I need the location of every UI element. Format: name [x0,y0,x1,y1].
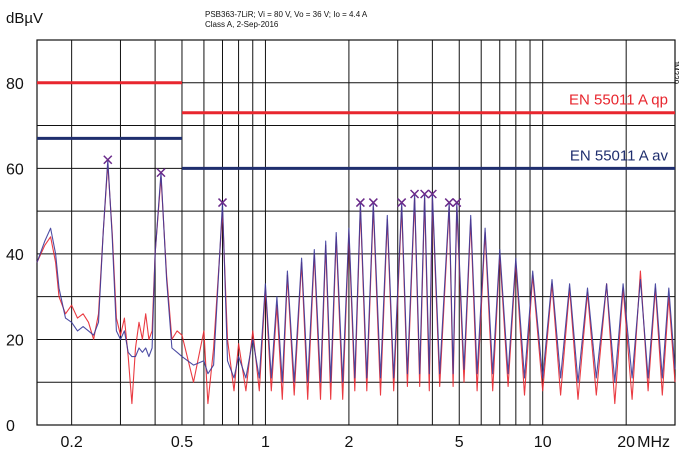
limit-line-label-2: EN 55011 A av [570,147,669,164]
peak-marker [355,198,365,208]
x-tick-label: 10 [534,434,552,451]
y-tick-label: 0 [6,418,15,435]
tick-labels: 0.2 0.5 1 2 5 10 20 0 20 40 60 80 [6,76,635,451]
peak-marker [217,198,228,208]
x-tick-label: 0.2 [61,434,83,451]
peak-marker [452,198,462,208]
y-tick-label: 60 [6,161,24,178]
y-tick-label: 40 [6,247,24,264]
chart-title-line-1: PSB363-7LiR; Vi = 80 V, Vo = 36 V; Io = … [205,10,368,19]
peak-marker [427,189,437,199]
peak-markers [103,155,462,208]
x-tick-label: 2 [344,434,353,451]
y-tick-label: 80 [6,76,24,93]
x-tick-label: 0.5 [171,434,193,451]
x-tick-label: 5 [455,434,464,451]
peak-marker [103,155,113,165]
y-tick-label: 20 [6,332,24,349]
limit-lines: EN 55011 A qp EN 55011 A av [37,81,675,170]
x-tick-label: 20 [617,434,635,451]
x-axis-unit: MHz [637,434,670,451]
limit-line-label-1: EN 55011 A qp [569,92,668,109]
peak-marker [368,198,378,208]
peak-marker [420,189,430,199]
peak-marker [410,189,420,199]
series-layer [36,159,676,405]
y-axis-label: dBµV [6,10,43,27]
peak-marker [444,198,454,208]
peak-marker [156,168,166,178]
x-tick-label: 1 [261,434,270,451]
series-line-2 [36,159,676,383]
chart-title-line-2: Class A, 2-Sep-2016 [205,20,279,29]
peak-marker [397,198,407,208]
